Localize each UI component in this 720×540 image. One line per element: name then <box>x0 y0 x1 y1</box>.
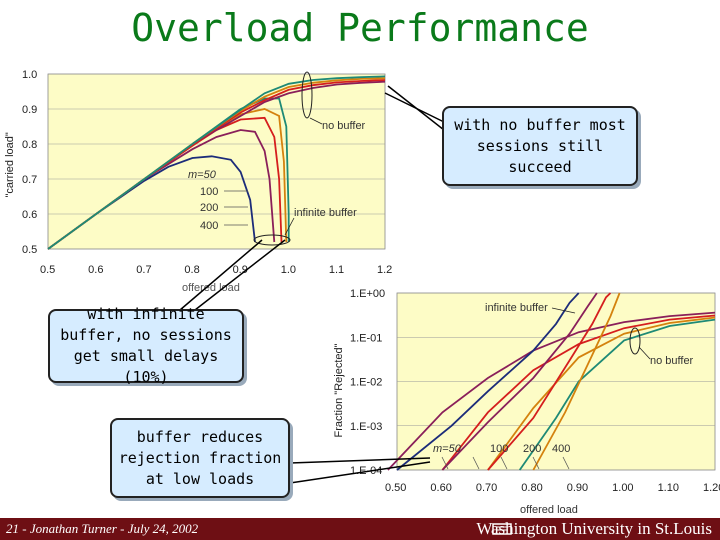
m-label: m=50 <box>433 443 462 455</box>
rejection-fraction-chart: 1.E+00 1.E-01 1.E-02 1.E-03 1.E-040.50 0.60 0.… <box>333 288 720 516</box>
infinite-buffer-label: infinite buffer <box>485 302 548 314</box>
m-value-label: 400 <box>552 443 570 455</box>
footer-author-date: 21 - Jonathan Turner - July 24, 2002 <box>6 521 199 536</box>
y-tick-label: 1.E-03 <box>350 421 382 433</box>
x-tick-label: 0.5 <box>40 264 55 276</box>
m-leader <box>441 456 449 470</box>
y-tick-label: 1.E+00 <box>350 288 385 300</box>
no-buffer-ellipse <box>301 71 313 119</box>
x-tick-label: 0.80 <box>521 482 542 494</box>
callout-infinite-buffer: with infinite buffer, no sessions get sm… <box>48 305 244 386</box>
no-buffer-label: no buffer <box>650 355 694 367</box>
carried-load-chart: 0.5 0.6 0.7 0.8 0.9 1.0 0.5 0.6 0.7 0.8 0.9 1.0 1.1 1… <box>4 69 392 294</box>
y-axis-label: "carried load" <box>4 132 16 197</box>
m-leader <box>562 456 570 470</box>
m-value-label: 200 <box>523 443 541 455</box>
series-line <box>487 316 716 471</box>
x-tick-label: 0.7 <box>136 264 151 276</box>
series-line <box>387 311 716 471</box>
y-tick-label: 0.9 <box>22 104 37 116</box>
x-axis-label: offered load <box>182 282 240 294</box>
y-tick-label: 0.7 <box>22 174 37 186</box>
series-line <box>518 318 716 471</box>
y-tick-label: 0.6 <box>22 209 37 221</box>
series-line <box>396 292 580 471</box>
annotation-leader <box>551 307 576 314</box>
x-tick-label: 1.10 <box>658 482 679 494</box>
y-axis-label: Fraction "Rejected" <box>333 343 345 437</box>
infinite-buffer-label: infinite buffer <box>294 207 357 219</box>
m-leader <box>500 456 508 470</box>
x-tick-label: 0.9 <box>233 264 248 276</box>
y-tick-label: 1.E-04 <box>350 465 382 477</box>
m-value-label: 400 <box>200 220 218 232</box>
x-tick-label: 0.70 <box>476 482 497 494</box>
callout-buffer-reduces: buffer reduces rejection fraction at low… <box>110 418 290 498</box>
no-buffer-label: no buffer <box>322 120 366 132</box>
m-leader <box>532 456 540 470</box>
series-line <box>441 292 598 471</box>
annotation-leader <box>284 217 295 236</box>
y-tick-label: 1.E-02 <box>350 377 382 389</box>
slide-title: Overload Performance <box>131 6 589 50</box>
m-value-label: 100 <box>490 443 508 455</box>
m-value-label: 100 <box>200 186 218 198</box>
y-tick-label: 1.0 <box>22 69 37 81</box>
university-logo-icon <box>492 523 512 535</box>
footer-bar: 21 - Jonathan Turner - July 24, 2002 Was… <box>0 518 720 540</box>
x-tick-label: 1.2 <box>377 264 392 276</box>
x-tick-label: 0.8 <box>184 264 199 276</box>
y-tick-label: 1.E-01 <box>350 332 382 344</box>
annotation-leader <box>638 346 651 360</box>
m-value-label: 200 <box>200 202 218 214</box>
x-tick-label: 0.50 <box>385 482 406 494</box>
series-line <box>532 292 621 471</box>
x-tick-label: 0.90 <box>567 482 588 494</box>
x-tick-label: 0.60 <box>430 482 451 494</box>
x-tick-label: 1.00 <box>612 482 633 494</box>
footer-university: Washington University in St.Louis <box>476 519 712 538</box>
plot-area <box>47 73 386 250</box>
series-line <box>487 292 612 471</box>
m-leader <box>472 456 480 470</box>
series-line <box>191 75 386 145</box>
x-tick-label: 1.0 <box>281 264 296 276</box>
y-tick-label: 0.5 <box>22 244 37 256</box>
x-tick-label: 1.1 <box>329 264 344 276</box>
x-axis-label: offered load <box>520 504 578 516</box>
no-buffer-ellipse <box>629 327 641 355</box>
annotation-leader <box>309 117 323 125</box>
series-line <box>191 79 386 145</box>
callout-no-buffer: with no buffer most sessions still succe… <box>442 106 638 186</box>
x-tick-label: 0.6 <box>88 264 103 276</box>
series-line <box>191 80 386 145</box>
x-tick-label: 1.20 <box>703 482 720 494</box>
m-label: m=50 <box>188 169 217 181</box>
y-tick-label: 0.8 <box>22 139 37 151</box>
